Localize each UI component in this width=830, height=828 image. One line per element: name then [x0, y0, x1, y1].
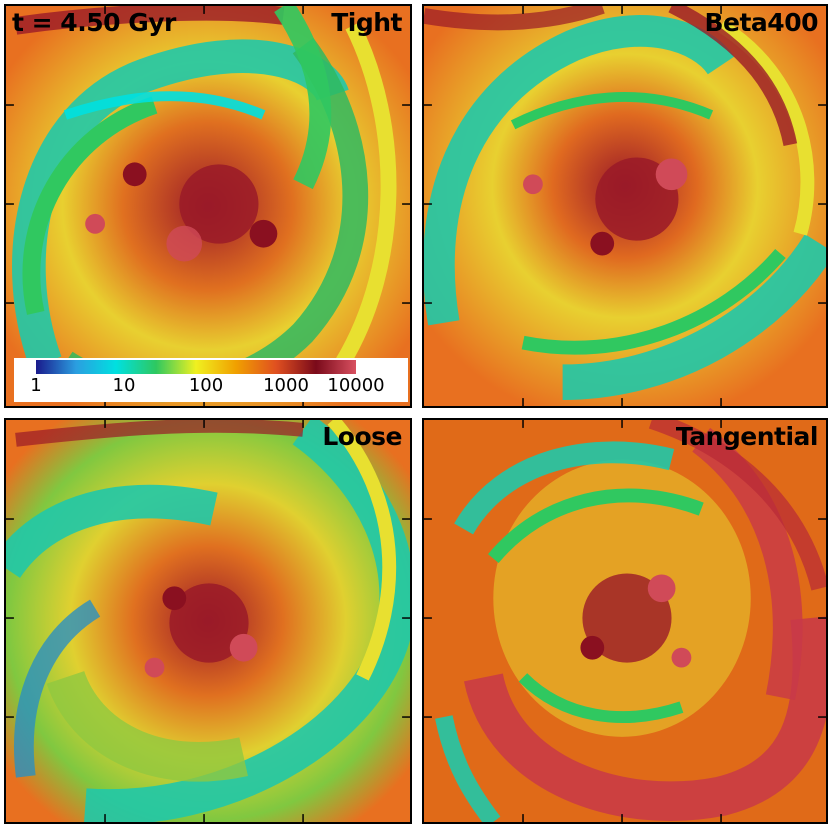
colorbar-tick-1: 1	[30, 375, 42, 396]
colorbar-gradient	[36, 360, 356, 374]
time-label: t = 4.50 Gyr	[12, 8, 176, 37]
colorbar-tick-10000: 10000	[327, 375, 385, 396]
panel-label-tight: Tight	[331, 8, 402, 37]
colorbar-tick-100: 100	[188, 375, 224, 396]
panel-label-loose: Loose	[322, 422, 402, 451]
density-map-tight	[6, 6, 410, 406]
panel-tight: t = 4.50 Gyr Tight	[4, 4, 412, 408]
colorbar-tick-1000: 1000	[263, 375, 309, 396]
panel-label-beta400: Beta400	[704, 8, 818, 37]
density-map-beta400	[424, 6, 826, 406]
colorbar-tick-10: 10	[112, 375, 136, 396]
panel-tangential: Tangential	[422, 418, 828, 824]
panel-beta400: Beta400	[422, 4, 828, 408]
panel-loose: Loose	[4, 418, 412, 824]
panel-label-tangential: Tangential	[675, 422, 819, 451]
density-map-tangential	[424, 420, 826, 822]
colorbar: 1 10 100 1000 10000	[14, 358, 408, 402]
density-map-loose	[6, 420, 410, 822]
